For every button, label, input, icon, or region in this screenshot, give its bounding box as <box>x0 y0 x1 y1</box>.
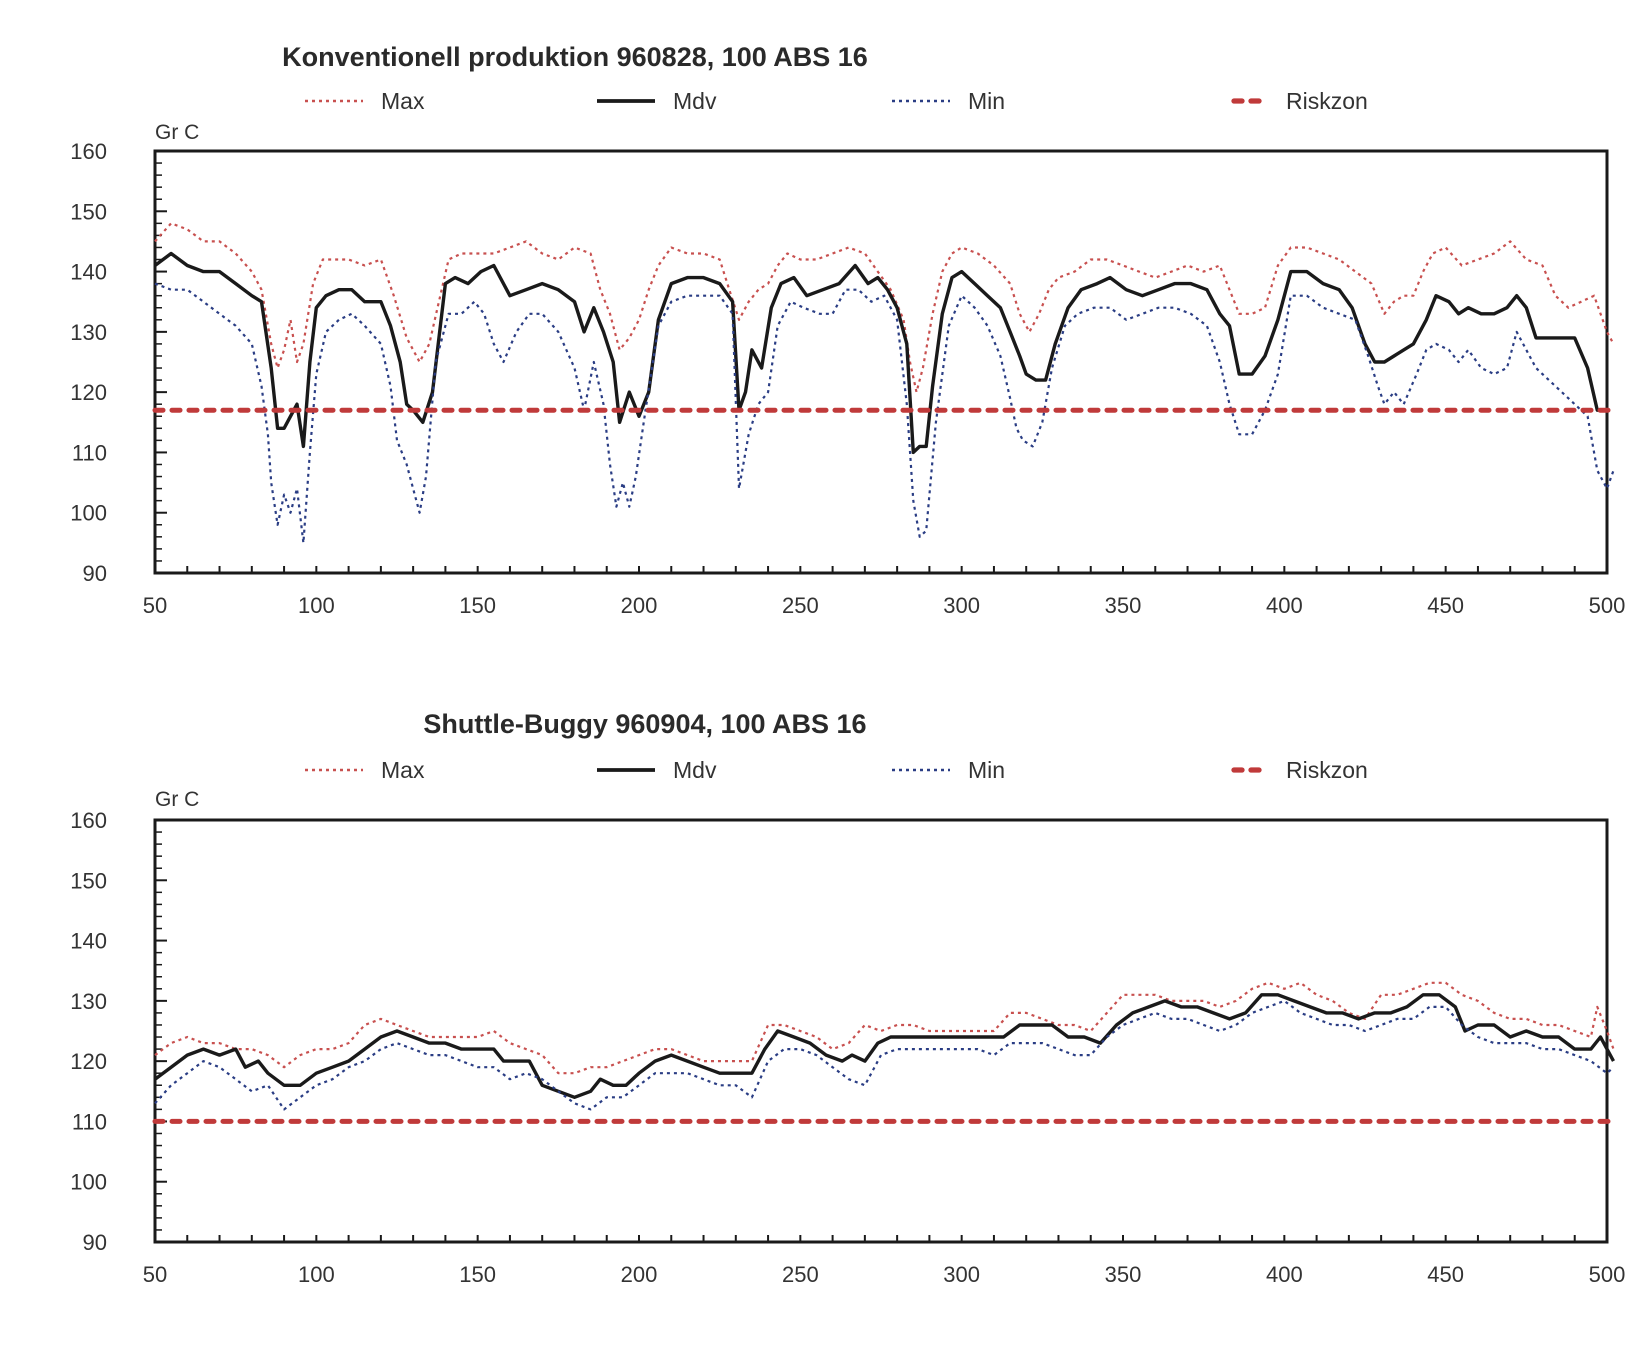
chart-series-group <box>152 222 1616 544</box>
y-tick-label: 160 <box>70 139 107 164</box>
x-tick-label: 150 <box>459 1262 496 1287</box>
x-tick-label: 300 <box>943 593 980 618</box>
x-tick-label: 100 <box>298 1262 335 1287</box>
plot-frame <box>153 818 1609 1244</box>
y-tick-label: 120 <box>70 1049 107 1074</box>
y-tick-label: 100 <box>70 501 107 526</box>
x-tick-label: 350 <box>1105 593 1142 618</box>
legend-label-mdv: Mdv <box>673 88 717 114</box>
y-tick-label: 110 <box>72 1109 107 1134</box>
y-axis-unit-label: Gr C <box>155 121 199 144</box>
x-tick-label: 100 <box>298 593 335 618</box>
axis-ticks: 160 150 140 130 120 110 100 90 50 100 150 200 250 300… <box>70 808 1625 1287</box>
y-tick-label: 120 <box>70 380 107 405</box>
x-tick-label: 150 <box>459 593 496 618</box>
legend-label-max: Max <box>381 757 425 783</box>
y-tick-label: 150 <box>70 868 107 893</box>
legend-label-min: Min <box>968 757 1005 783</box>
x-tick-label: 350 <box>1105 1262 1142 1287</box>
x-tick-label: 300 <box>943 1262 980 1287</box>
y-tick-label: 140 <box>70 260 107 285</box>
legend-label-riskzon: Riskzon <box>1286 757 1368 783</box>
series-line-mdv <box>153 251 1607 455</box>
y-tick-label: 140 <box>70 929 107 954</box>
chart-title: Shuttle-Buggy 960904, 100 ABS 16 <box>423 709 866 739</box>
series-line-max <box>154 981 1615 1075</box>
series-line-min <box>154 282 1615 544</box>
chart-title: Konventionell produktion 960828, 100 ABS… <box>282 42 868 72</box>
legend-label-min: Min <box>968 88 1005 114</box>
axis-ticks: 160 150 140 130 120 110 100 90 50 100 150 200 250 300… <box>70 139 1625 618</box>
y-tick-label: 150 <box>70 199 107 224</box>
x-tick-label: 450 <box>1427 593 1464 618</box>
chart-shuttle-buggy: Shuttle-Buggy 960904, 100 ABS 16 Max Mdv M… <box>70 709 1625 1287</box>
legend-label-mdv: Mdv <box>673 757 717 783</box>
chart-konventionell: Konventionell produktion 960828, 100 ABS… <box>70 42 1625 618</box>
x-tick-label: 200 <box>621 593 658 618</box>
x-tick-label: 250 <box>782 593 819 618</box>
x-tick-label: 50 <box>143 593 167 618</box>
series-line-min <box>154 999 1615 1111</box>
x-tick-label: 250 <box>782 1262 819 1287</box>
x-tick-label: 50 <box>143 1262 167 1287</box>
x-tick-label: 400 <box>1266 1262 1303 1287</box>
chart-series-group <box>152 981 1616 1124</box>
x-tick-label: 400 <box>1266 593 1303 618</box>
y-tick-label: 90 <box>83 1230 107 1255</box>
series-line-max <box>154 222 1615 394</box>
x-tick-label: 200 <box>621 1262 658 1287</box>
y-axis-unit-label: Gr C <box>155 788 199 811</box>
y-tick-label: 130 <box>70 320 107 345</box>
legend-label-riskzon: Riskzon <box>1286 88 1368 114</box>
x-tick-label: 500 <box>1589 593 1626 618</box>
y-tick-label: 110 <box>72 440 107 465</box>
legend-label-max: Max <box>381 88 425 114</box>
y-tick-label: 100 <box>70 1170 107 1195</box>
plot-frame <box>153 149 1609 575</box>
series-line-mdv <box>153 993 1615 1099</box>
y-tick-label: 160 <box>70 808 107 833</box>
chart-legend: Max Mdv Min Riskzon <box>305 88 1368 114</box>
x-tick-label: 450 <box>1427 1262 1464 1287</box>
y-tick-label: 90 <box>83 561 107 586</box>
x-tick-label: 500 <box>1589 1262 1626 1287</box>
y-tick-label: 130 <box>70 989 107 1014</box>
chart-legend: Max Mdv Min Riskzon <box>305 757 1368 783</box>
